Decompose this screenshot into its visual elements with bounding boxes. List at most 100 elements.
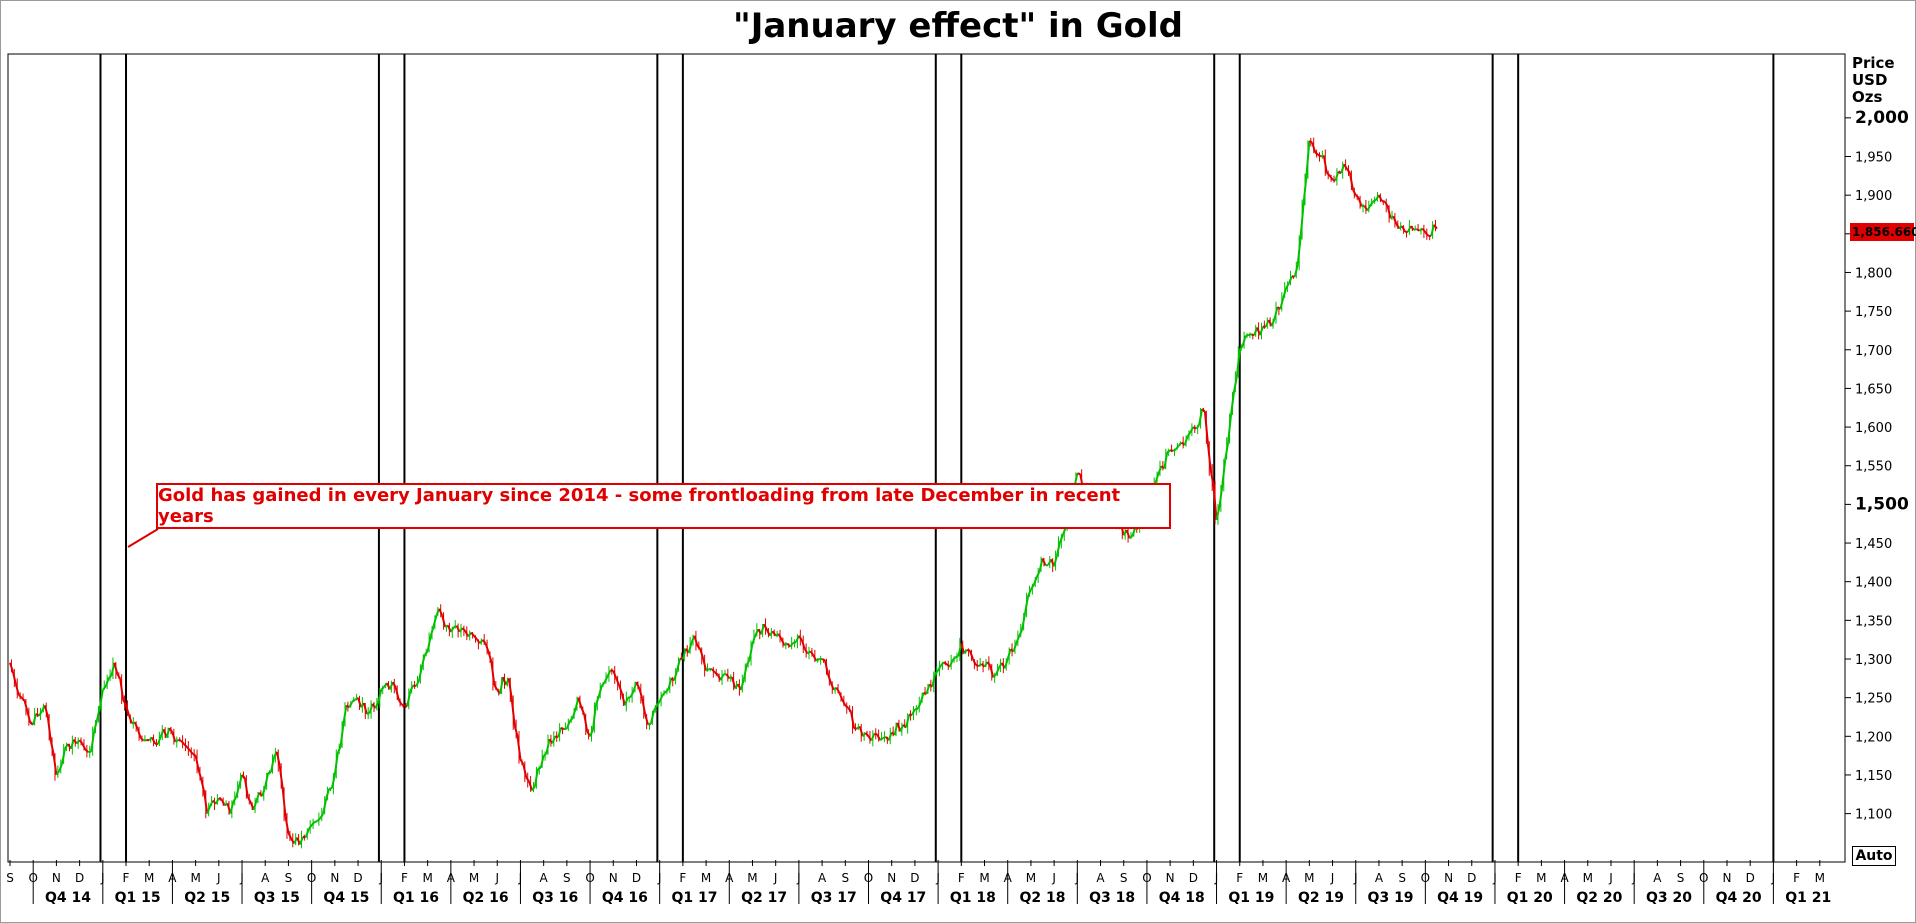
price-segment	[874, 732, 878, 736]
price-segment	[1230, 392, 1235, 415]
price-segment	[1172, 448, 1177, 452]
price-segment	[1232, 376, 1238, 393]
price-segment	[43, 705, 49, 717]
price-segment	[864, 732, 870, 737]
price-segment	[887, 732, 893, 741]
price-segment	[229, 801, 235, 814]
price-segment	[1348, 172, 1354, 190]
x-quarter-label: Q3 20	[1646, 890, 1692, 906]
price-segment	[1293, 264, 1299, 277]
x-quarter-label: Q2 19	[1298, 890, 1344, 906]
price-segment	[507, 678, 513, 700]
price-segment	[20, 696, 26, 702]
price-segment	[673, 670, 679, 681]
price-segment	[357, 697, 362, 708]
price-segment	[368, 703, 374, 714]
x-month-label: J	[1051, 871, 1056, 885]
price-segment	[583, 714, 589, 732]
price-segment	[1369, 200, 1374, 207]
price-segment	[136, 728, 142, 739]
price-segment	[1218, 485, 1224, 508]
x-quarter-label: Q1 17	[671, 890, 717, 906]
price-segment	[1270, 318, 1276, 327]
price-segment	[264, 772, 270, 787]
x-quarter-label: Q4 15	[323, 890, 369, 906]
y-tick-label: 1,550	[1855, 460, 1892, 475]
price-segment	[197, 769, 203, 781]
price-segment	[1178, 441, 1183, 447]
price-segment	[270, 757, 275, 773]
price-segment	[78, 739, 84, 745]
price-segment	[879, 737, 884, 741]
price-segment	[835, 687, 841, 694]
price-segment	[420, 654, 426, 668]
x-month-label: F	[679, 871, 686, 885]
price-segment	[1053, 555, 1058, 567]
price-segment	[969, 650, 974, 660]
price-segment	[1378, 194, 1383, 202]
price-segment	[194, 755, 200, 770]
price-segment	[235, 785, 241, 798]
price-segment	[745, 659, 751, 666]
price-segment	[528, 781, 534, 791]
price-segment	[1169, 449, 1174, 452]
price-segment	[186, 746, 191, 752]
y-tick-label: 2,000	[1855, 108, 1909, 128]
price-segment	[1189, 426, 1195, 433]
price-segment	[139, 736, 145, 742]
price-segment	[1058, 534, 1064, 543]
price-segment	[1206, 442, 1212, 471]
price-segment	[1227, 414, 1233, 443]
price-segment	[711, 668, 716, 674]
price-segment	[1311, 142, 1317, 153]
price-segment	[377, 689, 383, 703]
x-month-label: M	[469, 871, 479, 885]
x-month-label: D	[353, 871, 362, 885]
x-month-label: M	[1815, 871, 1825, 885]
price-segment	[1355, 194, 1360, 199]
price-segment	[644, 714, 650, 725]
price-segment	[32, 713, 38, 725]
price-segment	[551, 735, 557, 744]
price-segment	[409, 685, 415, 692]
price-segment	[125, 705, 130, 716]
x-month-label: F	[1236, 871, 1243, 885]
price-segment	[174, 739, 179, 743]
price-segment	[870, 733, 876, 742]
y-tick-label: 1,200	[1855, 730, 1892, 745]
x-month-label: F	[1793, 871, 1800, 885]
price-segment	[571, 708, 577, 719]
price-segment	[937, 664, 942, 672]
price-segment	[992, 673, 997, 679]
price-segment	[951, 656, 957, 661]
price-segment	[133, 721, 139, 729]
price-segment	[606, 670, 612, 677]
price-segment	[829, 682, 835, 691]
price-segment	[963, 649, 968, 655]
plot-area	[7, 53, 1846, 863]
price-segment	[116, 673, 122, 680]
price-segment	[261, 786, 267, 797]
price-segment	[1235, 349, 1241, 377]
price-segment	[122, 699, 127, 706]
price-segment	[1056, 542, 1061, 556]
y-tick-label: 1,700	[1855, 344, 1892, 359]
price-segment	[1195, 424, 1200, 430]
price-segment	[102, 685, 107, 691]
price-segment	[627, 696, 631, 699]
y-tick-label: 1,100	[1855, 808, 1892, 823]
price-segment	[995, 667, 1000, 675]
price-segment	[316, 817, 322, 822]
x-quarter-label: Q4 19	[1437, 890, 1483, 906]
price-segment	[798, 635, 803, 641]
auto-scale-button[interactable]: Auto	[1852, 846, 1896, 866]
x-quarter-label: Q4 17	[880, 890, 926, 906]
price-segment	[417, 666, 423, 682]
price-segment	[972, 658, 977, 666]
price-segment	[1006, 648, 1012, 660]
x-month-label: D	[1746, 871, 1755, 885]
price-segment	[107, 674, 113, 680]
price-segment	[374, 701, 380, 709]
price-segment	[1125, 529, 1131, 539]
x-month-label: M	[1258, 871, 1268, 885]
